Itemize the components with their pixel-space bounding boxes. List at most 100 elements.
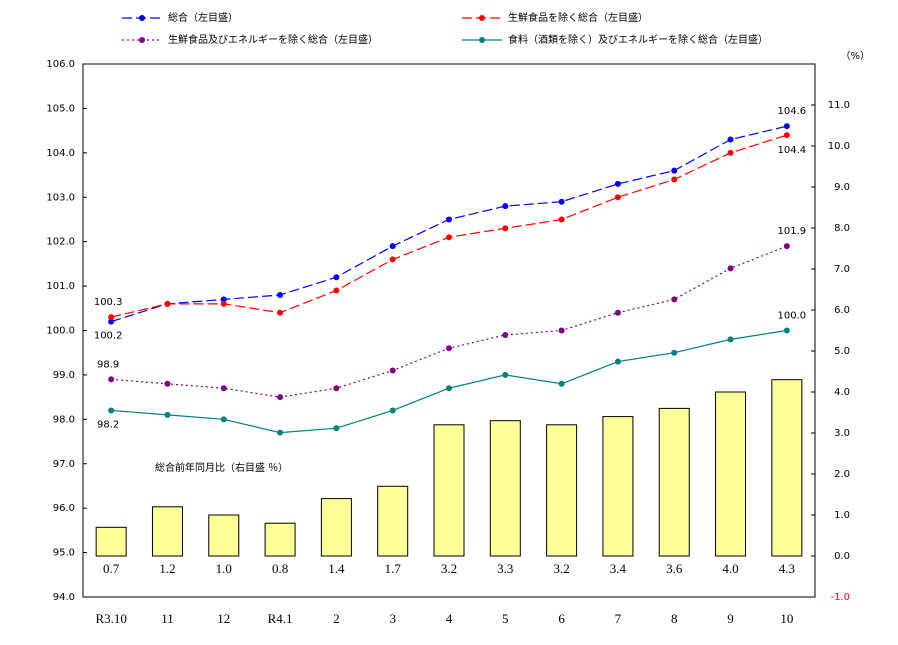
line-marker — [502, 203, 509, 210]
bar — [151, 506, 183, 557]
line-marker — [389, 407, 396, 414]
y2-tick-label: 4.0 — [834, 387, 850, 398]
line-marker — [277, 429, 284, 436]
line-marker — [727, 149, 734, 156]
bar-value-label: 1.2 — [159, 561, 175, 576]
line-marker — [671, 296, 678, 303]
legend-marker — [479, 15, 485, 21]
bar-value-label: 3.4 — [610, 561, 627, 576]
bar-value-label: 1.4 — [328, 561, 345, 576]
y2-tick-label: 1.0 — [834, 510, 850, 521]
y-tick-label: 106.0 — [46, 59, 75, 70]
bar-value-label: 1.0 — [216, 561, 232, 576]
bar-value-label: 1.7 — [385, 561, 402, 576]
bar — [489, 420, 521, 557]
line-marker — [783, 243, 790, 250]
line-marker — [164, 300, 171, 307]
line-marker — [333, 385, 340, 392]
bar — [433, 424, 465, 557]
y2-tick-label: 11.0 — [828, 100, 850, 111]
legend-label: 生鮮食品及びエネルギーを除く総合（左目盛） — [168, 33, 378, 46]
bar — [264, 522, 296, 557]
line-marker — [671, 349, 678, 356]
line-marker — [164, 380, 171, 387]
legend-marker — [139, 37, 145, 43]
line-marker — [727, 336, 734, 343]
line-marker — [389, 367, 396, 374]
bar-value-label: 3.2 — [553, 561, 569, 576]
line-marker — [277, 309, 284, 316]
bar-value-label: 3.3 — [497, 561, 513, 576]
bar — [377, 485, 409, 557]
line-marker — [558, 380, 565, 387]
bar-value-label: 3.6 — [666, 561, 683, 576]
x-tick-label: 6 — [558, 611, 565, 626]
data-label: 98.9 — [97, 359, 119, 370]
y-tick-label: 99.0 — [53, 370, 75, 381]
line-marker — [671, 176, 678, 183]
line-marker — [502, 371, 509, 378]
line-marker — [727, 136, 734, 143]
y-tick-label: 94.0 — [53, 592, 75, 603]
line-marker — [333, 287, 340, 294]
bar-value-label: 0.7 — [103, 561, 120, 576]
x-tick-label: 10 — [780, 611, 793, 626]
bar-value-label: 4.3 — [779, 561, 795, 576]
line-marker — [671, 167, 678, 174]
data-label: 101.9 — [778, 226, 807, 237]
bar — [602, 416, 634, 557]
line-marker — [333, 425, 340, 432]
y2-tick-label: 9.0 — [834, 182, 850, 193]
y2-tick-label: -1.0 — [830, 592, 850, 603]
line-marker — [389, 243, 396, 250]
y2-tick-label: 5.0 — [834, 346, 850, 357]
line-marker — [446, 385, 452, 392]
y2-tick-label: 7.0 — [834, 264, 850, 275]
data-label: 100.3 — [94, 297, 123, 308]
line-marker — [614, 309, 621, 316]
bar — [715, 391, 747, 557]
y-tick-label: 105.0 — [46, 103, 75, 114]
y-tick-label: 97.0 — [53, 459, 75, 470]
bar-value-label: 3.2 — [441, 561, 457, 576]
line-marker — [108, 407, 115, 414]
line-series — [110, 125, 787, 323]
line-marker — [558, 198, 565, 205]
line-marker — [558, 327, 565, 334]
line-marker — [164, 411, 171, 418]
data-label: 100.0 — [778, 311, 807, 322]
line-marker — [333, 274, 340, 281]
y2-tick-label: 0.0 — [834, 551, 850, 562]
x-tick-label: 7 — [615, 611, 622, 626]
line-marker — [108, 314, 115, 321]
legend-label: 総合（左目盛） — [168, 11, 238, 24]
line-marker — [108, 376, 115, 383]
x-tick-label: 2 — [333, 611, 340, 626]
y-tick-label: 98.0 — [53, 414, 75, 425]
y-tick-label: 102.0 — [46, 237, 75, 248]
x-tick-label: 4 — [446, 611, 453, 626]
line-marker — [446, 345, 452, 352]
bar — [546, 424, 578, 557]
x-tick-label: 5 — [502, 611, 509, 626]
y2-tick-label: 6.0 — [834, 305, 850, 316]
legend-label: 食料（酒類を除く）及びエネルギーを除く総合（左目盛） — [508, 33, 768, 46]
x-tick-label: R3.10 — [95, 611, 126, 626]
data-label: 104.6 — [778, 106, 807, 117]
y2-unit: （%） — [840, 50, 870, 62]
data-label: 98.2 — [97, 419, 119, 430]
line-marker — [783, 132, 790, 139]
y-tick-label: 103.0 — [46, 192, 75, 203]
bar-value-label: 4.0 — [722, 561, 738, 576]
line-marker — [277, 291, 284, 298]
y-tick-label: 104.0 — [46, 148, 75, 159]
line-marker — [614, 180, 621, 187]
x-tick-label: R4.1 — [268, 611, 293, 626]
y-tick-label: 96.0 — [53, 503, 75, 514]
y-tick-label: 95.0 — [53, 548, 75, 559]
line-marker — [446, 234, 452, 241]
legend-marker — [139, 15, 145, 21]
line-series — [111, 245, 788, 398]
bar-value-label: 0.8 — [272, 561, 288, 576]
